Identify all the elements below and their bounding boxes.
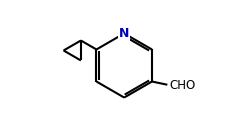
Text: CHO: CHO — [169, 79, 195, 92]
Text: N: N — [119, 27, 129, 40]
